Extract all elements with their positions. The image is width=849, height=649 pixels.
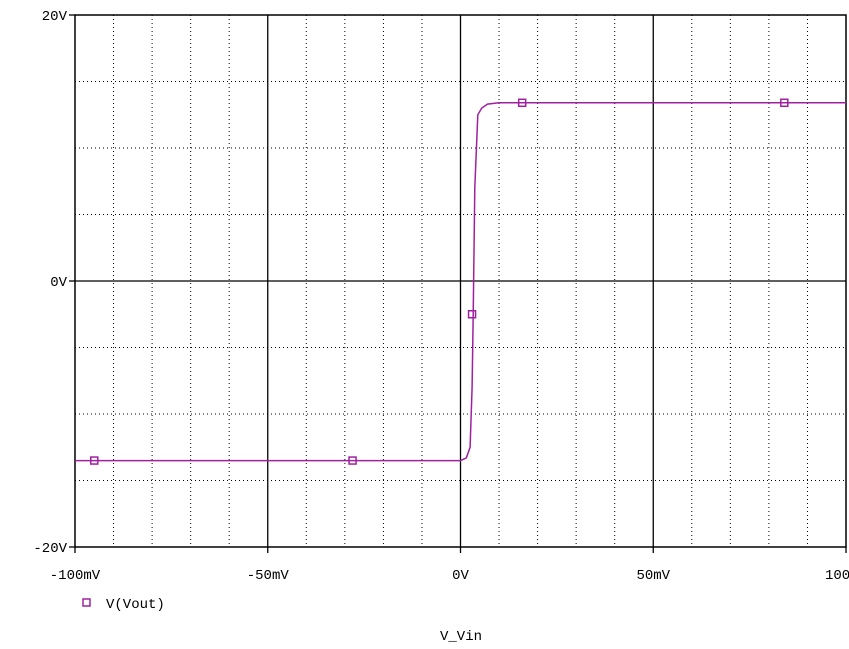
data-point-marker [517, 98, 527, 108]
data-point-marker [467, 310, 477, 319]
y-tick-label: -20V [33, 541, 67, 557]
data-point-marker [90, 456, 99, 465]
series-line [75, 102, 846, 462]
x-tick-label: 100mV [825, 568, 849, 584]
data-point-marker [780, 98, 789, 108]
legend-marker-icon [82, 598, 91, 607]
x-tick-label: -100mV [50, 568, 101, 584]
plot-frame [74, 14, 847, 548]
data-point-marker [348, 456, 357, 465]
legend-label: V(Vout) [106, 597, 165, 613]
x-tick-label: 50mV [636, 568, 670, 584]
y-tick-label: 0V [50, 275, 67, 291]
series-layer [75, 98, 846, 465]
y-tick-label: 20V [42, 9, 68, 25]
tick-labels: -100mV -50mV 0V 50mV 100mV 20V 0V -20V [33, 9, 849, 584]
major-grid [69, 14, 847, 553]
minor-grid [75, 15, 846, 547]
legend: V(Vout) [82, 597, 165, 613]
x-axis-label: V_Vin [440, 629, 482, 645]
x-tick-label: 0V [452, 568, 469, 584]
x-tick-label: -50mV [247, 568, 290, 584]
